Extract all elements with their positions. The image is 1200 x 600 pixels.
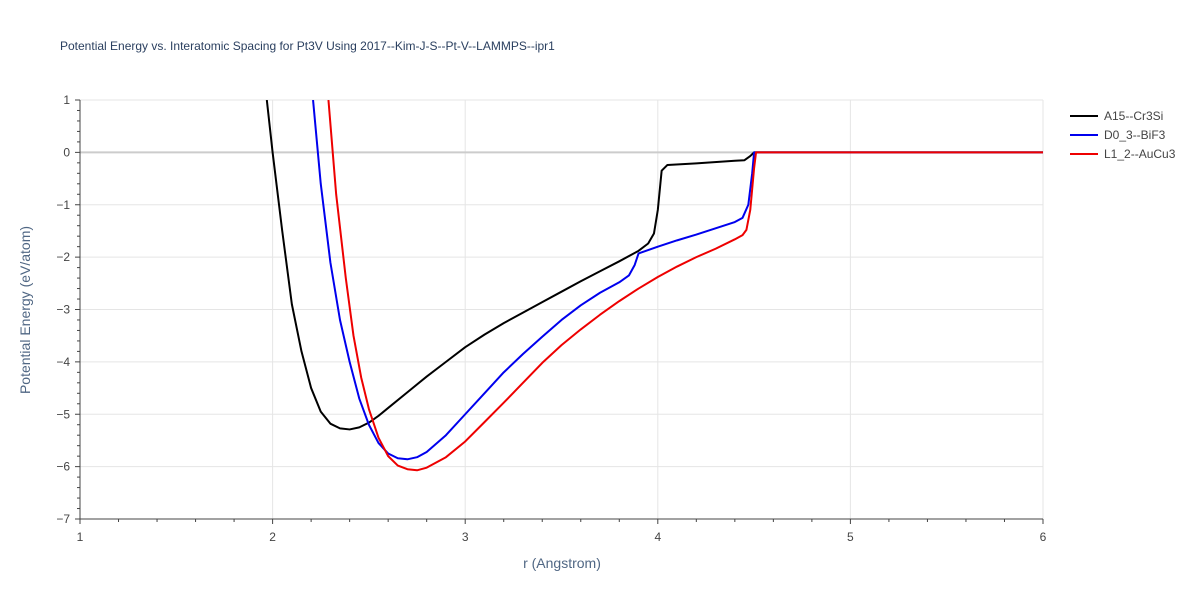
series-layer [265, 100, 1043, 472]
y-tick-label: −6 [56, 460, 70, 474]
x-tick-label: 3 [462, 530, 469, 544]
y-tick-label: −1 [56, 198, 70, 212]
grid-lines [80, 99, 1044, 519]
y-axis-label: Potential Energy (eV/atom) [17, 226, 33, 394]
y-tick-label: −3 [56, 303, 70, 317]
y-tick-label: −4 [56, 355, 70, 369]
legend-label-0: A15--Cr3Si [1104, 109, 1163, 123]
legend-label-1: D0_3--BiF3 [1104, 128, 1166, 142]
x-tick-label: 2 [269, 530, 276, 544]
x-tick-label: 4 [654, 530, 661, 544]
legend-label-2: L1_2--AuCu3 [1104, 147, 1176, 161]
x-tick-label: 6 [1040, 530, 1047, 544]
y-tick-label: −2 [56, 250, 70, 264]
y-tick-label: −7 [56, 512, 70, 526]
chart-title: Potential Energy vs. Interatomic Spacing… [60, 39, 555, 53]
series-line-2 [327, 100, 1043, 472]
x-tick-label: 5 [847, 530, 854, 544]
x-axis-label: r (Angstrom) [523, 555, 601, 571]
y-tick-label: −5 [56, 407, 70, 421]
y-tick-label: 0 [63, 145, 70, 159]
series-line-1 [312, 100, 1043, 461]
y-tick-label: 1 [63, 93, 70, 107]
axis-ticks: 1 2 3 4 5 6 1 0 −1 −2 −3 −4 −5 −6 −7 [56, 93, 1046, 544]
series-line-0 [265, 100, 1043, 431]
legend: A15--Cr3Si D0_3--BiF3 L1_2--AuCu3 [1070, 109, 1176, 161]
x-tick-label: 1 [77, 530, 84, 544]
